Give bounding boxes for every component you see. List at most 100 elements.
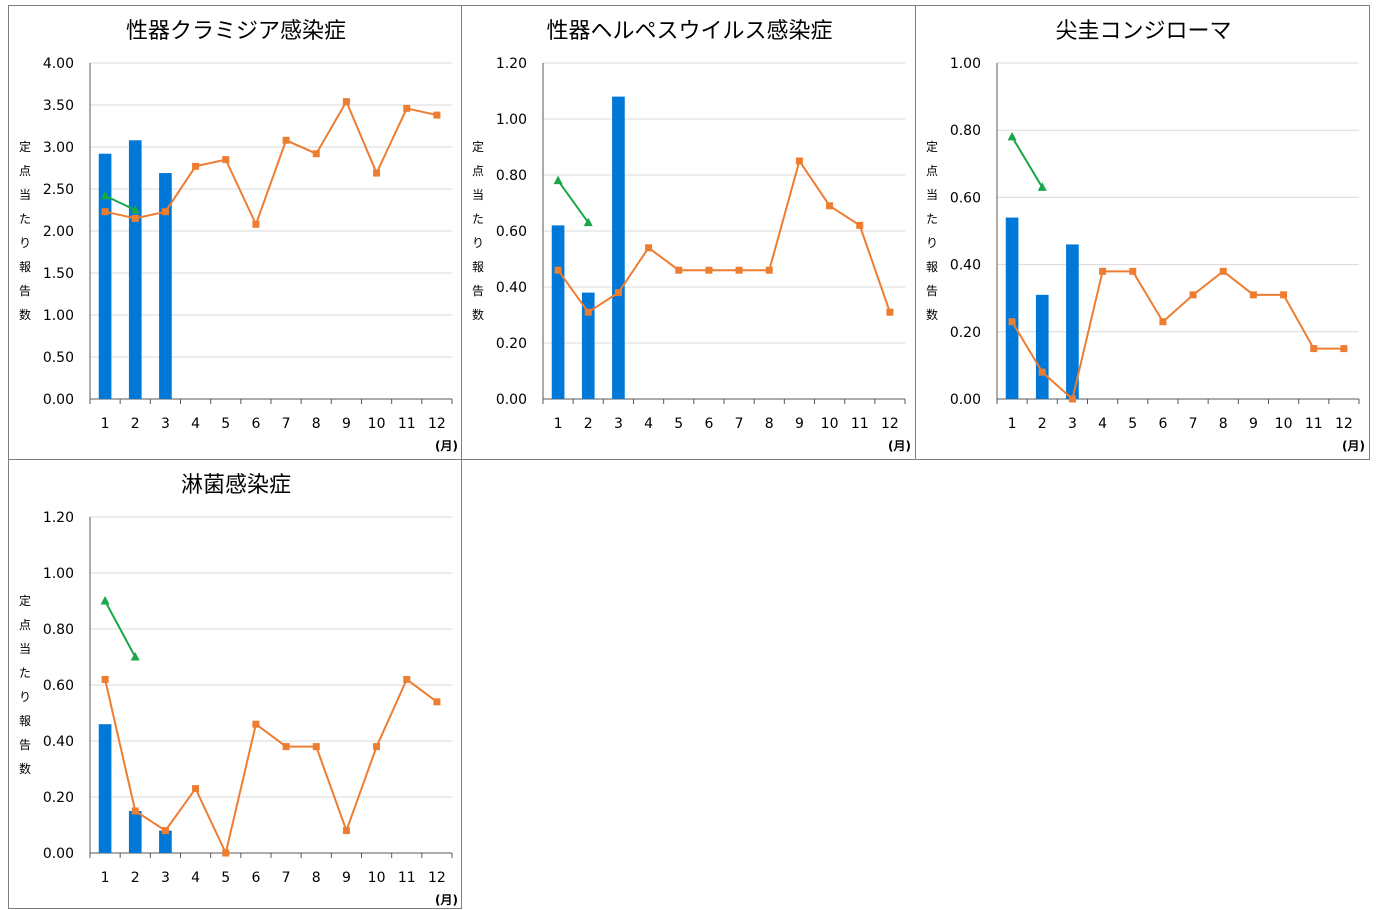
data-point [131,214,139,222]
data-point [675,266,683,274]
chart-svg: 性器ヘルペスウイルス感染症 0.00 0.20 0.40 0.60 0.80 1.00 1.2… [472,19,911,453]
data-point [1219,267,1227,275]
data-point [1129,267,1137,275]
data-point [222,156,230,164]
data-point [765,266,773,274]
data-point [795,157,803,165]
x-tick-label: 6 [251,870,260,886]
y-axis-label-char: 報 [19,714,31,728]
x-tick-label: 5 [221,870,230,886]
y-axis-label-char: 数 [19,307,31,322]
data-point [1280,291,1288,299]
y-axis-label-char: り [926,236,938,250]
x-tick-label: 9 [795,416,804,432]
bar [128,811,142,853]
y-axis-label: 定点当たり報告数 [19,593,31,776]
data-point [554,266,562,274]
x-tick-label: 9 [1249,416,1258,432]
data-point [1008,318,1016,326]
x-tick-label: 1 [101,870,110,886]
bar [128,140,142,399]
data-point [130,205,140,214]
bar [159,173,172,399]
x-tick-label: 7 [282,416,291,432]
data-point [705,266,713,274]
data-point [1038,368,1046,376]
chart-panel-chlamydia: 性器クラミジア感染症 0.00 0.50 1.00 1.50 2.00 2.50 3.00 3.… [8,5,462,460]
chart-svg: 性器クラミジア感染症 0.00 0.50 1.00 1.50 2.00 2.50 3.00 3.… [19,19,458,453]
x-axis-unit-label: (月) [888,439,911,453]
x-tick-label: 5 [1128,416,1137,432]
y-axis-label-char: 定 [19,593,31,608]
x-tick-label: 12 [428,416,446,432]
data-point [100,190,110,200]
data-point [886,308,894,316]
y-axis-label-char: 告 [926,284,938,298]
chart-panel-gonorrhea: 淋菌感染症 0.00 0.20 0.40 0.60 0.80 1.00 1.20 1 2 3 4 5 6 7… [8,459,462,909]
y-tick-label: 0.00 [950,392,981,408]
x-tick-label: 5 [221,416,230,432]
y-tick-label: 0.00 [496,392,527,408]
x-tick-label: 8 [312,416,321,432]
data-point [131,807,139,815]
data-point [1310,345,1318,353]
x-tick-label: 10 [821,416,839,432]
y-axis-label: 定点当たり報告数 [472,139,484,322]
x-tick-label: 6 [1158,416,1167,432]
y-axis-label-char: 報 [926,260,938,274]
x-tick-label: 10 [368,870,386,886]
y-axis-label-char: た [472,212,484,226]
x-axis-unit-label: (月) [435,439,458,453]
y-axis-label-char: 告 [19,284,31,298]
x-tick-label: 4 [644,416,653,432]
series-line [104,677,438,857]
data-point [1159,318,1167,326]
y-axis-label-char: 告 [19,738,31,752]
y-axis-label-char: 報 [472,260,484,274]
y-tick-label: 0.80 [43,622,74,638]
y-axis-label-char: 数 [926,307,938,322]
data-point [252,720,260,728]
data-point [433,698,441,706]
x-tick-label: 9 [342,416,351,432]
x-tick-label: 5 [674,416,683,432]
data-point [342,98,350,106]
chart-title: 尖圭コンジローマ [1055,19,1231,44]
x-tick-label: 10 [1275,416,1293,432]
data-point [826,202,834,210]
x-tick-label: 7 [1189,416,1198,432]
data-point [1340,345,1348,353]
data-point [614,289,622,297]
x-tick-label: 4 [191,416,200,432]
x-tick-label: 4 [1098,416,1107,432]
y-tick-label: 4.00 [43,56,74,72]
bar [1005,217,1019,399]
series-line [557,158,891,314]
x-tick-label: 11 [398,870,416,886]
series-line [1011,270,1344,401]
data-point [161,208,169,216]
data-point [252,220,260,228]
bar [159,830,172,853]
y-tick-label: 1.00 [950,56,981,72]
x-tick-label: 10 [368,416,386,432]
y-tick-label: 0.80 [950,123,981,139]
chart-title: 淋菌感染症 [181,473,291,498]
x-tick-label: 9 [342,870,351,886]
x-tick-label: 1 [554,416,563,432]
x-tick-label: 6 [704,416,713,432]
y-tick-label: 0.60 [950,190,981,206]
bar [612,96,625,399]
x-tick-label: 12 [881,416,899,432]
y-tick-label: 0.40 [950,258,981,274]
x-tick-label: 7 [735,416,744,432]
x-tick-label: 8 [312,870,321,886]
y-axis-label-char: り [19,236,31,250]
x-tick-label: 2 [131,416,140,432]
x-tick-label: 3 [161,416,170,432]
y-axis-label-char: 数 [19,761,31,776]
y-axis-label-char: 当 [19,642,31,656]
y-axis-label-char: り [19,690,31,704]
series-line [104,600,137,658]
y-axis-label-char: 当 [926,188,938,202]
